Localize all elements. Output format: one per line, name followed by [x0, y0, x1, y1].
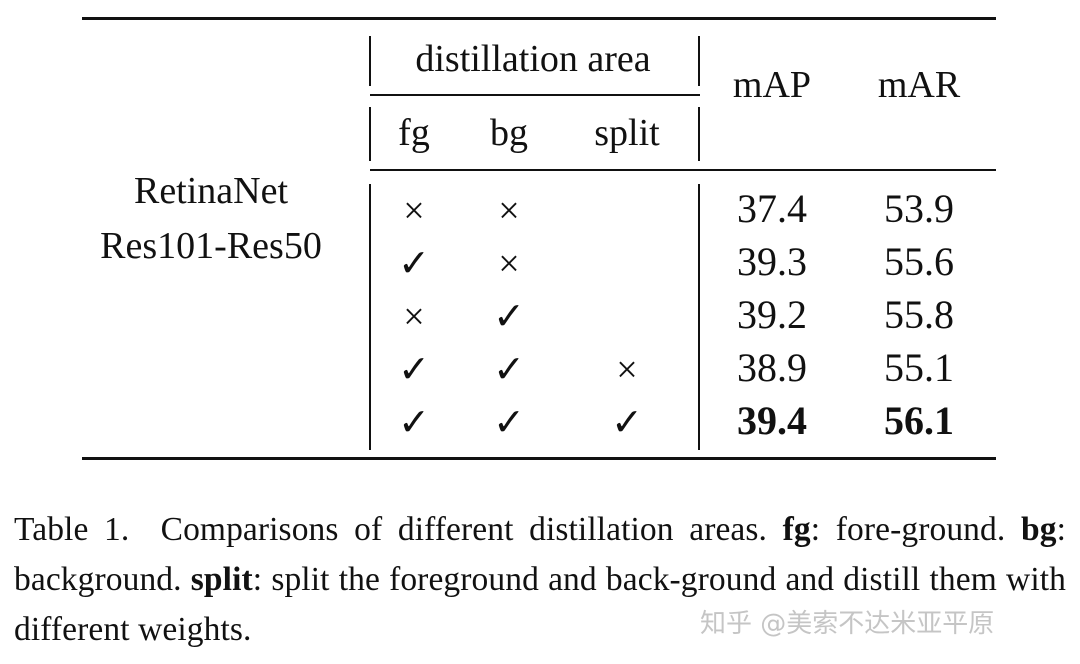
row2-bg-mark: ×	[498, 243, 520, 285]
row2-fg-mark: ✓	[398, 243, 430, 285]
caption-split-key: split	[190, 561, 253, 598]
row5-split-mark: ✓	[611, 402, 643, 444]
right-header-rule-bottom	[698, 107, 700, 161]
row-label-backbones: Res101-Res50	[100, 225, 322, 267]
header-rule	[370, 169, 996, 171]
header-mar: mAR	[877, 64, 961, 106]
header-split: split	[594, 112, 660, 154]
row5-map-value: 39.4	[737, 398, 807, 443]
top-rule	[82, 17, 996, 20]
header-map: mAP	[732, 64, 812, 106]
header-bg: bg	[490, 112, 528, 154]
caption-split-desc: : split the foreground and back-ground a…	[14, 561, 1066, 648]
row3-mar-value: 55.8	[884, 292, 954, 337]
header-fg: fg	[398, 112, 430, 154]
caption-bg-key: bg	[1020, 511, 1057, 548]
row4-mar-value: 55.1	[884, 345, 954, 390]
caption-label: Table 1.	[14, 511, 130, 548]
left-header-rule-bottom	[369, 107, 371, 161]
row4-bg-mark: ✓	[493, 349, 525, 391]
row3-bg-mark: ✓	[493, 296, 525, 338]
row5-fg-mark: ✓	[398, 402, 430, 444]
right-body-rule	[698, 184, 700, 450]
row2-map-value: 39.3	[737, 239, 807, 284]
row1-fg-mark: ×	[403, 190, 425, 232]
caption-fg-key: fg	[782, 511, 811, 548]
row5-bg-mark: ✓	[493, 402, 525, 444]
distillation-area-underline	[370, 94, 700, 96]
row-label-model: RetinaNet	[133, 170, 289, 212]
row4-fg-mark: ✓	[398, 349, 430, 391]
caption-bg-desc: : background.	[14, 511, 1066, 598]
watermark-text: 知乎 @美索不达米亚平原	[700, 609, 995, 639]
row4-map-value: 38.9	[737, 345, 807, 390]
row3-fg-mark: ×	[403, 296, 425, 338]
right-header-rule-top	[698, 36, 700, 86]
caption-text: Comparisons of different distillation ar…	[160, 511, 768, 548]
row4-split-mark: ×	[616, 349, 638, 391]
table-caption: Table 1. Comparisons of different distil…	[14, 505, 1066, 655]
row3-map-value: 39.2	[737, 292, 807, 337]
row2-mar-value: 55.6	[884, 239, 954, 284]
header-distillation-area: distillation area	[415, 38, 651, 80]
row1-map-value: 37.4	[737, 186, 807, 231]
row5-mar-value: 56.1	[884, 398, 954, 443]
caption-fg-desc: : fore-ground.	[810, 511, 1006, 548]
row1-mar-value: 53.9	[884, 186, 954, 231]
left-body-rule	[369, 184, 371, 450]
row1-bg-mark: ×	[498, 190, 520, 232]
left-header-rule-top	[369, 36, 371, 86]
bottom-rule	[82, 457, 996, 460]
